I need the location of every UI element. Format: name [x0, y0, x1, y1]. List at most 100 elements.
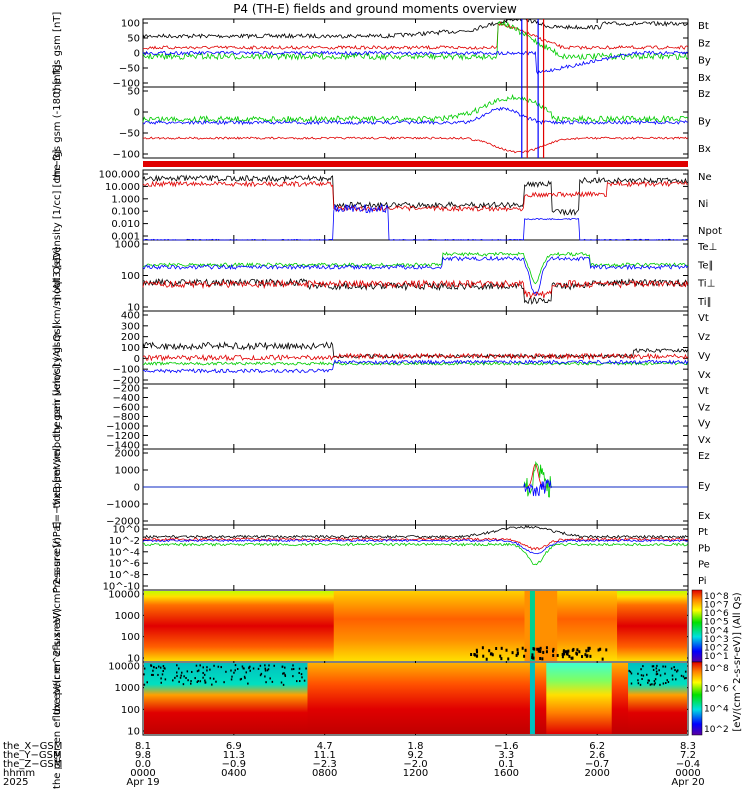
electron-speckle	[159, 666, 162, 669]
ytick-label: 10^-4	[109, 547, 140, 558]
legend-entry: Bz	[698, 38, 710, 49]
electron-speckle	[196, 681, 199, 684]
ion-speckle	[537, 649, 540, 653]
electron-speckle	[143, 667, 146, 670]
ion-speckle	[563, 652, 566, 656]
ion-spectrogram-late	[617, 591, 687, 661]
ytick-label: 0.010	[111, 219, 140, 230]
electron-speckle	[244, 677, 246, 680]
electron-speckle	[152, 673, 154, 676]
panel-ylabel-3: Density [1/cc] [cm−3]	[52, 150, 63, 261]
colorbar-10	[691, 661, 703, 736]
vz-trace	[142, 352, 689, 362]
legend-entry: Pe	[698, 560, 710, 571]
ion-speckle	[500, 657, 503, 661]
electron-speckle	[199, 680, 202, 683]
ytick-label: −400	[113, 393, 140, 404]
xaxis-row-label: the_Z−GSM	[3, 759, 62, 770]
ex-trace	[143, 478, 688, 497]
ytick-label: 100	[121, 19, 140, 30]
electron-speckle	[197, 679, 199, 682]
electron-speckle	[203, 673, 206, 676]
legend-entry: Bx	[698, 73, 711, 84]
electron-speckle	[301, 676, 303, 679]
colorbar-tick: 10^2	[704, 643, 729, 653]
electron-speckle	[640, 668, 642, 671]
legend-entry: Vy	[698, 419, 711, 430]
electron-speckle	[675, 670, 678, 673]
ion-speckle	[588, 646, 591, 650]
ytick-label: 10^-2	[109, 536, 140, 547]
vy-trace	[142, 361, 689, 366]
electron-speckle	[220, 666, 222, 669]
bt-trace	[142, 18, 689, 40]
electron-speckle	[640, 674, 643, 677]
ytick-label: −600	[113, 403, 140, 414]
electron-speckle	[651, 683, 653, 686]
ion-speckle	[585, 654, 588, 658]
electron-speckle	[266, 669, 269, 672]
ion-speckle	[476, 654, 479, 658]
xaxis-value: 1600	[494, 768, 519, 779]
electron-speckle	[234, 669, 236, 672]
xaxis-value: 0000	[130, 768, 155, 779]
electron-speckle	[231, 675, 233, 678]
electron-speckle	[628, 669, 631, 672]
electron-speckle	[202, 676, 204, 679]
electron-speckle	[284, 675, 287, 678]
legend-entry: Ni	[698, 199, 708, 210]
ion-speckle	[515, 653, 518, 657]
xaxis-value: 0.0	[135, 759, 151, 770]
electron-speckle	[239, 678, 242, 681]
pe-trace	[142, 542, 689, 566]
panel-ylabel-1: the fgs gsm [nT]	[52, 12, 63, 95]
electron-speckle	[292, 675, 294, 678]
electron-speckle	[653, 683, 655, 686]
legend-entry: Vt	[698, 386, 709, 397]
electron-speckle	[656, 664, 658, 667]
xaxis-value: −2.0	[403, 759, 427, 770]
bz-trace-2	[142, 136, 689, 154]
electron-speckle	[649, 683, 652, 686]
ytick-label: −1400	[106, 441, 140, 452]
ion-speckle	[562, 650, 565, 654]
ytick-label: 2000	[115, 449, 140, 460]
electron-speckle	[267, 668, 270, 671]
electron-speckle	[642, 674, 645, 677]
panel-frame-5	[142, 310, 689, 385]
ion-speckle	[568, 654, 571, 658]
ytick-label: 0	[134, 354, 140, 365]
electron-speckle	[240, 677, 243, 680]
ey-trace	[143, 460, 688, 498]
ion-speckle	[531, 656, 534, 660]
ion-speckle	[545, 650, 548, 654]
xaxis-value: 0.1	[498, 759, 514, 770]
xaxis-value: 0800	[312, 768, 337, 779]
electron-speckle	[191, 670, 193, 673]
electron-speckle	[666, 679, 668, 682]
xaxis-value: 2000	[584, 768, 609, 779]
electron-speckle	[172, 679, 174, 682]
panel-ylabel-7: E=−VxB [mV/m]	[52, 445, 63, 528]
xaxis-value: 1200	[403, 768, 428, 779]
ytick-label: 1.000	[111, 194, 140, 205]
electron-speckle	[670, 667, 673, 670]
electron-speckle	[225, 670, 227, 673]
ytick-label: 10000	[108, 662, 140, 673]
ytick-label: 50	[127, 34, 140, 45]
electron-speckle	[209, 668, 211, 671]
electron-speckle	[160, 677, 162, 680]
ni-trace	[142, 174, 689, 217]
colorbar-tick: 10^2	[704, 725, 729, 735]
electron-speckle	[671, 678, 674, 681]
panel-ylabel-10: the peer en eflux eV/(cm^2-s-sr-eV)	[52, 608, 63, 789]
ion-speckle	[571, 656, 574, 660]
electron-speckle	[280, 681, 283, 684]
colorbar-tick: 10^4	[704, 626, 729, 636]
ytick-label: 10	[127, 654, 140, 665]
ion-speckle	[552, 649, 555, 653]
electron-speckle	[683, 677, 686, 680]
legend-entry: Ex	[698, 511, 710, 522]
colorbar-tick: 10^8	[704, 664, 729, 674]
